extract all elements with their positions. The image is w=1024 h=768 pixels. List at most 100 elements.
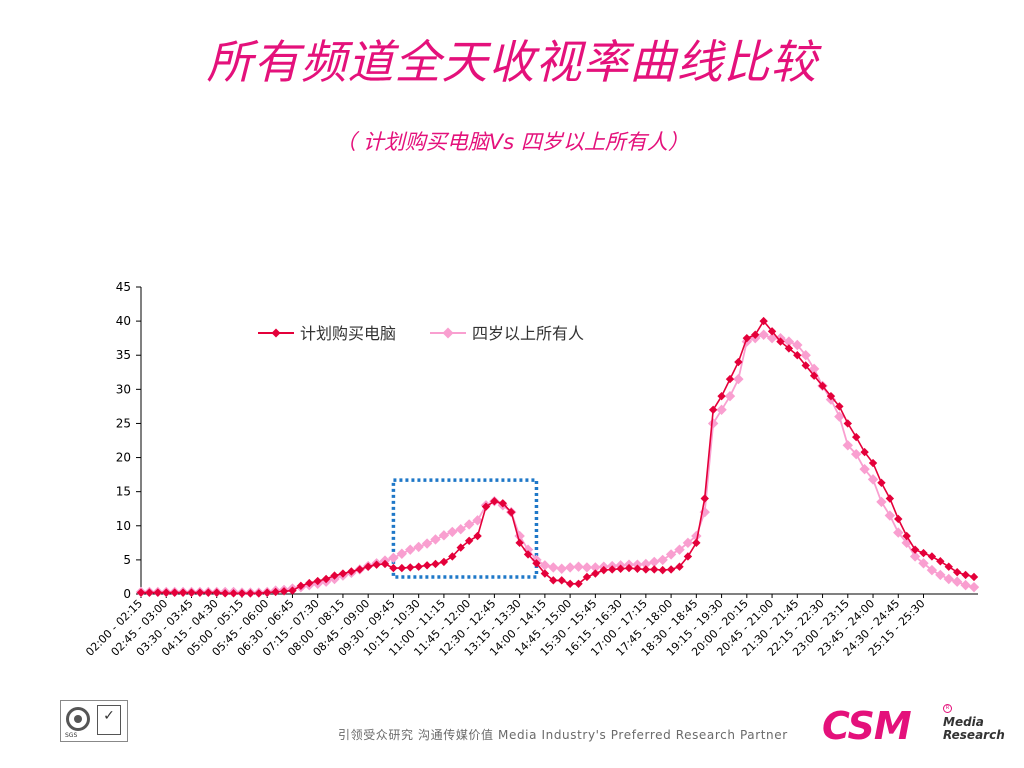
point-computer-buyers [136, 588, 146, 597]
point-computer-buyers [927, 552, 937, 561]
point-computer-buyers [279, 587, 289, 596]
point-computer-buyers [439, 557, 449, 567]
point-all-4plus [792, 339, 803, 351]
point-computer-buyers [305, 578, 314, 588]
point-computer-buyers [700, 494, 709, 503]
point-computer-buyers [641, 565, 651, 574]
point-all-4plus [573, 561, 584, 572]
point-computer-buyers [683, 552, 693, 561]
point-all-4plus [438, 530, 450, 541]
point-all-4plus [581, 562, 593, 573]
point-computer-buyers [919, 548, 928, 558]
y-tick-label: 45 [116, 280, 131, 294]
point-all-4plus [716, 404, 727, 415]
point-all-4plus [649, 556, 660, 568]
point-all-4plus [943, 573, 954, 585]
point-computer-buyers [877, 478, 886, 487]
point-computer-buyers [490, 497, 499, 506]
y-tick-label: 0 [123, 587, 131, 601]
point-computer-buyers [793, 351, 802, 360]
point-computer-buyers [338, 569, 348, 578]
point-computer-buyers [969, 572, 979, 582]
series-line-computer-buyers [141, 319, 975, 595]
point-all-4plus [851, 448, 862, 460]
y-tick-label: 15 [116, 485, 131, 499]
point-computer-buyers [540, 569, 550, 578]
point-computer-buyers [885, 494, 895, 503]
point-computer-buyers [708, 405, 718, 414]
point-computer-buyers [675, 562, 684, 571]
point-computer-buyers [288, 586, 297, 595]
page-subtitle: （ 计划购买电脑Vs 四岁以上所有人） [335, 130, 689, 154]
point-computer-buyers [414, 562, 423, 571]
point-computer-buyers [422, 561, 432, 570]
point-computer-buyers [767, 327, 777, 336]
point-computer-buyers [759, 316, 768, 326]
point-computer-buyers [902, 531, 911, 541]
point-all-4plus [430, 534, 441, 545]
registered-mark-icon: R [943, 704, 952, 713]
footer: ✓ SGS 引领受众研究 沟通传媒价值 Media Industry's Pre… [0, 696, 1024, 768]
page-title: 所有频道全天收视率曲线比较 [206, 35, 818, 89]
y-tick-label: 25 [116, 416, 131, 430]
point-all-4plus [548, 562, 559, 573]
point-computer-buyers [591, 569, 600, 578]
point-computer-buyers [178, 588, 188, 597]
legend-swatch-marker [442, 327, 454, 339]
point-all-4plus [842, 440, 853, 451]
point-computer-buyers [751, 330, 760, 339]
point-computer-buyers [894, 514, 903, 524]
point-computer-buyers [532, 559, 541, 568]
point-all-4plus [564, 562, 576, 573]
y-tick-label: 35 [116, 348, 131, 362]
point-computer-buyers [473, 531, 482, 541]
point-computer-buyers [498, 499, 508, 508]
point-all-4plus [539, 560, 551, 571]
point-computer-buyers [826, 391, 836, 401]
point-all-4plus [413, 541, 424, 553]
point-computer-buyers [658, 565, 667, 575]
point-all-4plus [455, 523, 466, 535]
point-computer-buyers [296, 581, 306, 591]
point-computer-buyers [936, 557, 945, 566]
point-all-4plus [968, 581, 980, 593]
point-all-4plus [859, 463, 870, 475]
point-computer-buyers [801, 361, 810, 370]
y-tick-label: 30 [116, 382, 131, 396]
point-computer-buyers [843, 419, 852, 428]
point-computer-buyers [860, 447, 869, 457]
point-all-4plus [733, 373, 744, 385]
point-all-4plus [783, 336, 795, 347]
point-all-4plus [665, 549, 677, 560]
point-all-4plus [657, 554, 668, 566]
legend-label-all-4plus: 四岁以上所有人 [472, 324, 584, 343]
csm-logo: CSM [822, 704, 912, 748]
point-computer-buyers [666, 565, 676, 574]
y-tick-label: 5 [123, 553, 131, 567]
legend-label-computer-buyers: 计划购买电脑 [300, 324, 396, 343]
point-computer-buyers [692, 538, 701, 548]
csm-logo-subtitle: Media Research [943, 716, 1005, 742]
point-computer-buyers [944, 562, 953, 571]
ukas-crown-icon: ✓ [97, 705, 121, 735]
certification-logo: ✓ SGS [60, 700, 128, 742]
csm-logo-media: Media [943, 715, 984, 729]
point-computer-buyers [355, 565, 364, 574]
point-all-4plus [590, 562, 601, 573]
point-all-4plus [691, 530, 702, 542]
point-computer-buyers [784, 344, 794, 353]
point-all-4plus [800, 350, 811, 361]
point-computer-buyers [574, 579, 583, 588]
point-computer-buyers [852, 432, 861, 442]
point-all-4plus [405, 544, 416, 555]
cert-text: SGS [65, 732, 78, 739]
point-computer-buyers [742, 333, 752, 343]
point-computer-buyers [734, 357, 743, 367]
point-all-4plus [867, 474, 879, 485]
point-computer-buyers [456, 543, 465, 552]
y-tick-label: 10 [116, 519, 131, 533]
point-computer-buyers [776, 337, 785, 346]
point-computer-buyers [246, 589, 255, 598]
point-all-4plus [707, 418, 719, 429]
